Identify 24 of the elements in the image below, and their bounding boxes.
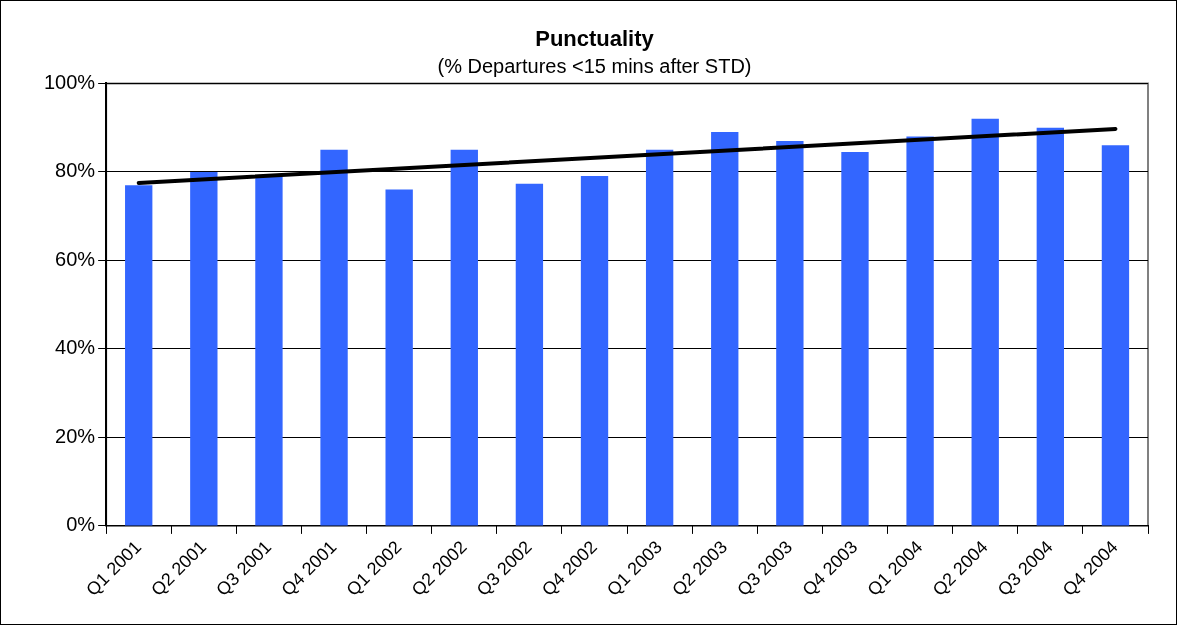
bar	[841, 151, 869, 526]
y-tick-label: 80%	[55, 159, 96, 182]
bar	[255, 176, 283, 526]
bar	[1036, 127, 1064, 526]
y-tick-label: 40%	[55, 336, 96, 359]
bar	[515, 183, 544, 526]
bar	[450, 149, 478, 526]
bar	[385, 189, 413, 526]
chart-subtitle: (% Departures <15 mins after STD)	[437, 54, 752, 77]
y-tick-label: 60%	[55, 247, 96, 270]
chart-title: Punctuality	[535, 26, 655, 52]
bar	[1101, 145, 1130, 526]
bar	[320, 149, 348, 526]
bar	[776, 140, 804, 526]
bar	[190, 171, 218, 526]
bar	[711, 132, 739, 526]
y-tick-label: 20%	[55, 424, 96, 447]
y-tick-label: 100%	[44, 70, 96, 93]
bar	[580, 175, 609, 526]
bar	[906, 136, 934, 526]
bar	[645, 149, 674, 526]
bar	[125, 185, 153, 526]
y-tick-label: 0%	[66, 513, 96, 536]
bar	[971, 118, 999, 526]
